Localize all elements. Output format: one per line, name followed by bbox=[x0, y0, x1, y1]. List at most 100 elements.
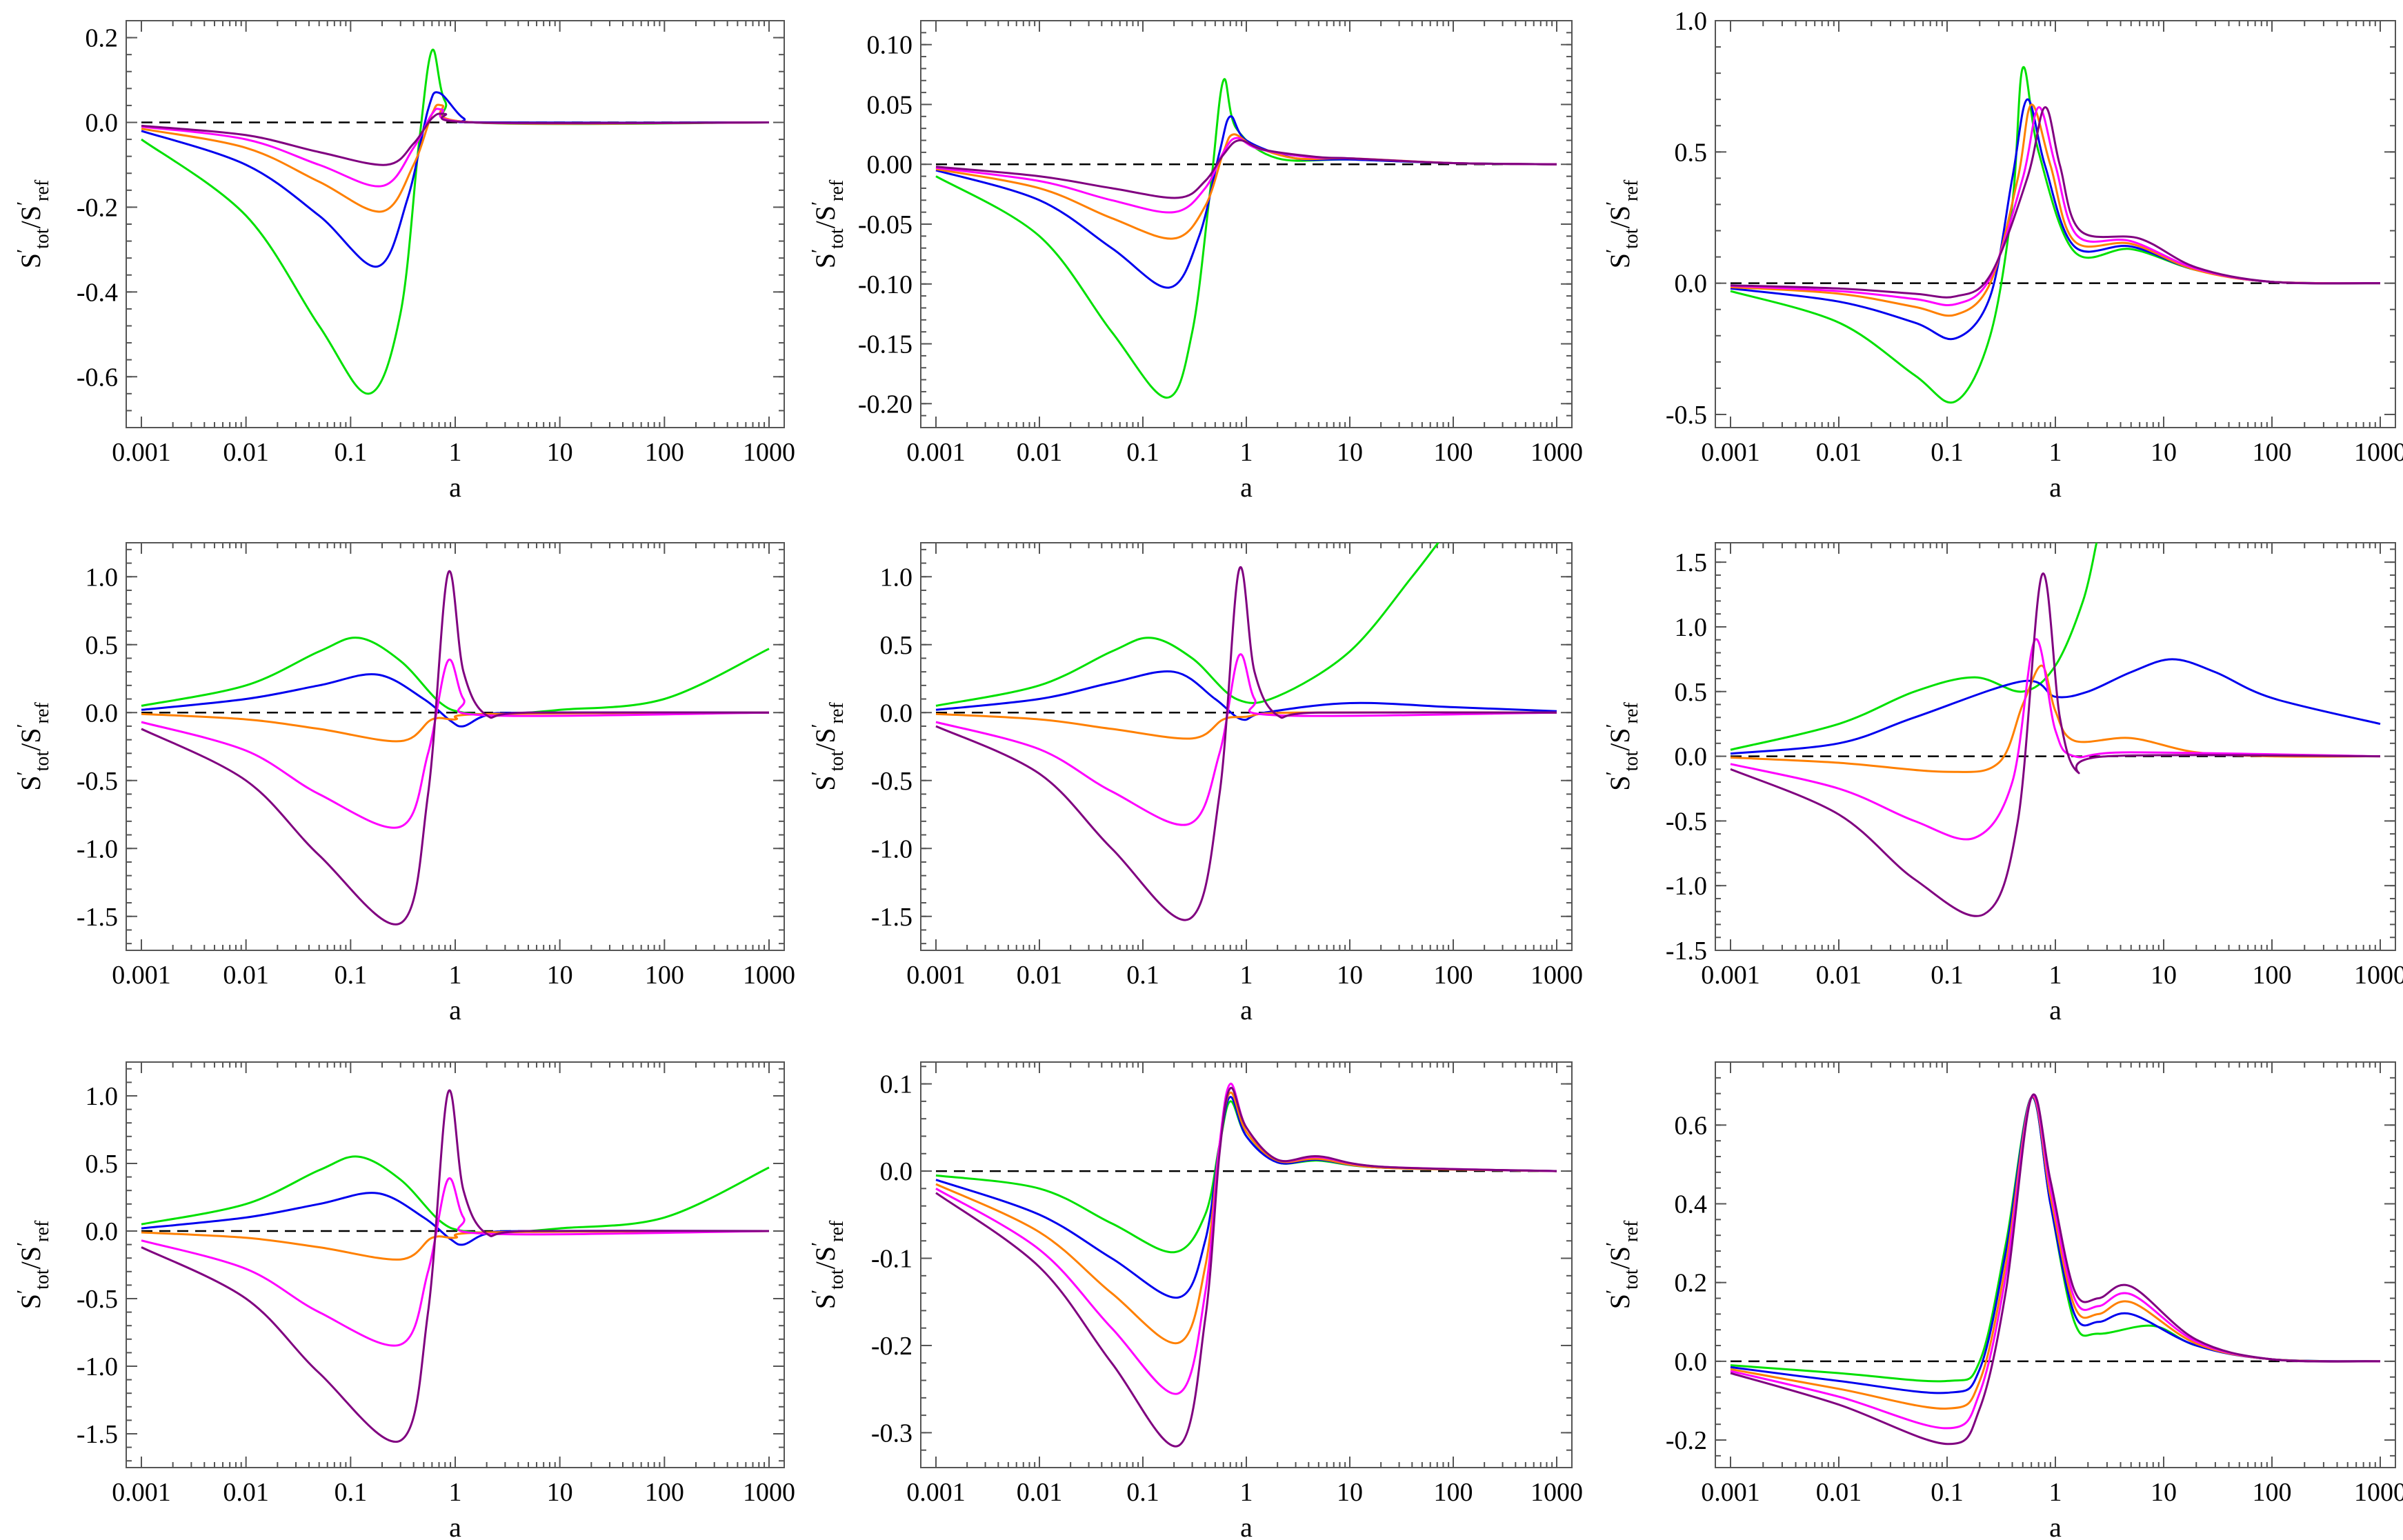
y-tick-label: -0.1 bbox=[871, 1245, 913, 1274]
y-label-prime: ′ bbox=[1603, 249, 1624, 253]
y-label-sub-ref: ref bbox=[32, 1220, 53, 1242]
x-tick-label: 0.01 bbox=[223, 1478, 269, 1507]
x-tick-label: 0.001 bbox=[112, 1478, 171, 1507]
y-label-slash: / bbox=[1604, 1261, 1635, 1269]
x-axis-label: a bbox=[449, 994, 461, 1026]
y-label-prime-2: ′ bbox=[14, 201, 35, 206]
y-label-main-2: S bbox=[15, 728, 46, 743]
y-tick-label: -1.0 bbox=[1666, 872, 1707, 901]
x-tick-label: 10 bbox=[2151, 1478, 2177, 1507]
x-tick-label: 0.01 bbox=[223, 438, 269, 467]
chart-panel-2-1: 0.001 0.01 0.1 1 10 100 1000 1.0 0.5 0.0 -0.5 -1.0 -… bbox=[14, 542, 795, 1026]
chart-panel-1-3: 0.001 0.01 0.1 1 10 100 10001.00.50.0-0.5aS′to… bbox=[1603, 7, 2403, 503]
x-tick-label: 1 bbox=[2049, 961, 2062, 990]
series-line-purple bbox=[1730, 106, 2381, 299]
series-line-blue bbox=[1730, 98, 2381, 341]
series-line-green bbox=[1730, 66, 2381, 404]
y-label-main: S bbox=[810, 253, 841, 268]
y-axis-label: S′tot/S′ref bbox=[14, 179, 53, 268]
x-tick-label: 100 bbox=[1434, 1478, 1473, 1507]
x-tick-label: 0.1 bbox=[1931, 438, 1964, 467]
y-tick-label: -0.5 bbox=[77, 767, 118, 796]
series-line-purple bbox=[935, 1087, 1557, 1448]
y-label-main-2: S bbox=[15, 1246, 46, 1261]
x-tick-label: 0.01 bbox=[1017, 961, 1063, 990]
x-tick-label: 1000 bbox=[1530, 961, 1583, 990]
x-tick-label: 0.1 bbox=[335, 1478, 368, 1507]
x-tick-label: 0.01 bbox=[1816, 961, 1862, 990]
series-line-magenta bbox=[935, 653, 1557, 826]
series-line-purple bbox=[141, 1089, 770, 1443]
y-label-main-2: S bbox=[1604, 728, 1635, 743]
series-line-purple bbox=[141, 112, 770, 166]
x-tick-label: 100 bbox=[1434, 438, 1473, 467]
x-tick-label: 0.01 bbox=[1017, 438, 1063, 467]
series-line-purple bbox=[935, 139, 1557, 199]
x-tick-label: 0.001 bbox=[906, 961, 966, 990]
x-tick-label: 10 bbox=[547, 1478, 573, 1507]
y-tick-label: 0.5 bbox=[1675, 138, 1708, 167]
y-label-slash: / bbox=[810, 743, 841, 751]
y-label-sub-tot: tot bbox=[32, 228, 53, 249]
y-tick-label: 1.5 bbox=[1675, 548, 1708, 577]
x-tick-label: 10 bbox=[1337, 438, 1363, 467]
series-line-orange bbox=[935, 711, 1557, 740]
y-label-sub-tot: tot bbox=[826, 228, 848, 249]
x-tick-label: 0.001 bbox=[906, 438, 966, 467]
x-tick-label: 0.1 bbox=[335, 438, 368, 467]
x-tick-label: 1 bbox=[449, 1478, 462, 1507]
series-line-orange bbox=[1730, 103, 2381, 317]
x-tick-label: 1 bbox=[1240, 1478, 1253, 1507]
x-tick-label: 0.001 bbox=[112, 961, 171, 990]
y-label-prime-2: ′ bbox=[14, 1242, 35, 1246]
y-tick-label: 0.6 bbox=[1675, 1111, 1708, 1140]
x-tick-label: 10 bbox=[1337, 1478, 1363, 1507]
y-label-prime-2: ′ bbox=[1603, 723, 1624, 728]
y-label-prime-2: ′ bbox=[808, 201, 830, 206]
y-tick-label: -0.4 bbox=[77, 278, 118, 307]
plot-frame bbox=[1715, 20, 2396, 428]
y-label-sub-tot: tot bbox=[826, 751, 848, 772]
y-axis-label: S′tot/S′ref bbox=[1603, 702, 1642, 791]
x-tick-label: 0.001 bbox=[906, 1478, 966, 1507]
y-label-slash: / bbox=[15, 1261, 46, 1269]
y-label-sub-ref: ref bbox=[32, 179, 53, 201]
y-tick-label: -0.5 bbox=[1666, 401, 1707, 430]
y-tick-label: 0.2 bbox=[86, 24, 119, 53]
chart-panel-1-2: 0.001 0.01 0.1 1 10 100 1000 0.10 0.05 0.00 -0.05 -… bbox=[808, 20, 1583, 503]
x-tick-label: 1000 bbox=[1530, 438, 1583, 467]
y-label-slash: / bbox=[810, 220, 841, 228]
y-label-slash: / bbox=[15, 743, 46, 751]
series-line-purple bbox=[1730, 572, 2381, 917]
y-tick-label: 1.0 bbox=[86, 563, 119, 592]
x-tick-label: 1000 bbox=[743, 1478, 795, 1507]
y-label-main-2: S bbox=[15, 206, 46, 221]
y-tick-label: -1.5 bbox=[1666, 937, 1707, 966]
y-label-prime: ′ bbox=[14, 249, 35, 253]
x-tick-label: 10 bbox=[547, 961, 573, 990]
series-line-magenta bbox=[1730, 1094, 2381, 1430]
x-tick-label: 0.01 bbox=[1816, 438, 1862, 467]
x-axis-label: a bbox=[449, 472, 461, 503]
y-label-prime: ′ bbox=[14, 771, 35, 775]
y-label-main-2: S bbox=[1604, 206, 1635, 221]
x-tick-label: 0.1 bbox=[1931, 1478, 1964, 1507]
y-label-prime: ′ bbox=[14, 1290, 35, 1294]
y-tick-label: 0.5 bbox=[880, 631, 913, 660]
y-axis-label: S′tot/S′ref bbox=[14, 702, 53, 791]
y-label-sub-ref: ref bbox=[826, 702, 848, 724]
x-tick-label: 100 bbox=[645, 961, 684, 990]
series-line-blue bbox=[935, 670, 1557, 721]
y-label-sub-ref: ref bbox=[32, 702, 53, 724]
y-label-sub-tot: tot bbox=[1621, 228, 1642, 249]
x-tick-label: 0.01 bbox=[1017, 1478, 1063, 1507]
y-tick-label: 1.0 bbox=[880, 563, 913, 592]
x-tick-label: 1000 bbox=[2354, 1478, 2403, 1507]
x-tick-label: 100 bbox=[2253, 438, 2292, 467]
x-axis-label: a bbox=[1240, 994, 1253, 1026]
y-label-main: S bbox=[15, 253, 46, 268]
x-tick-label: 10 bbox=[547, 438, 573, 467]
series-line-green bbox=[1730, 543, 2098, 751]
y-tick-label: 1.0 bbox=[1675, 613, 1708, 642]
y-tick-label: 0.0 bbox=[86, 109, 119, 138]
